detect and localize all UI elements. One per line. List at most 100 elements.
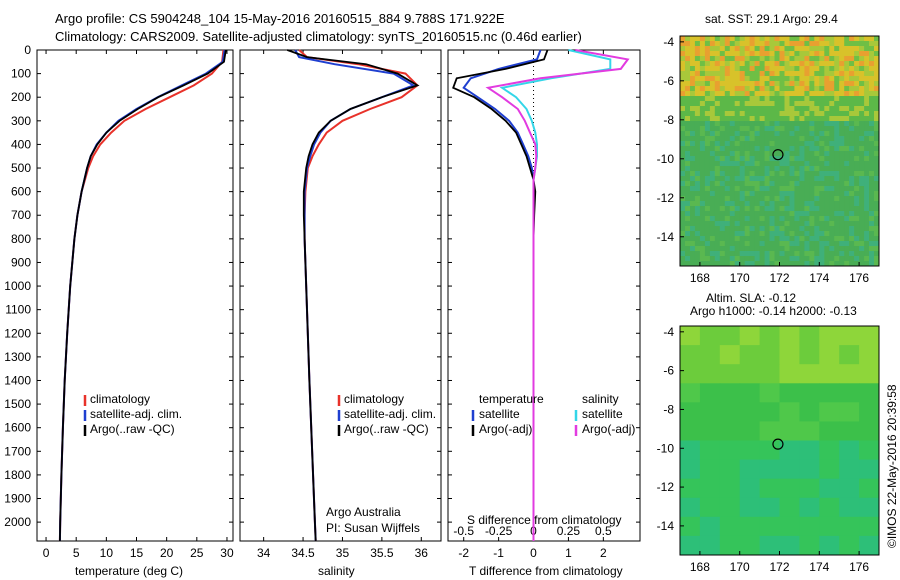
map-cell xyxy=(854,136,860,142)
map-cell xyxy=(719,61,726,67)
map-cell xyxy=(779,151,785,157)
legend-climatology-p2: climatology xyxy=(344,392,405,406)
map-cell xyxy=(844,86,850,92)
map-cell xyxy=(744,216,751,222)
map-cell xyxy=(859,141,865,147)
map-cell xyxy=(809,256,815,262)
map-cell xyxy=(685,186,691,192)
map-cell xyxy=(819,191,825,197)
figure-title-line-2: Climatology: CARS2009. Satellite-adjuste… xyxy=(55,29,582,44)
map-cell xyxy=(769,56,775,62)
map-cell xyxy=(779,364,800,384)
map-cell xyxy=(719,206,726,212)
map-cell xyxy=(814,221,820,227)
map-cell xyxy=(680,66,686,72)
map-cell xyxy=(749,196,756,202)
map-cell xyxy=(724,191,731,197)
legend-satellite-p2: satellite-adj. clim. xyxy=(344,407,437,421)
map-cell xyxy=(839,166,845,172)
map-cell xyxy=(764,96,771,102)
map-cell xyxy=(814,246,820,252)
map-cell xyxy=(829,171,835,177)
map-cell xyxy=(759,121,766,127)
map-cell xyxy=(719,261,726,267)
map-cell xyxy=(699,161,706,167)
map-cell xyxy=(849,156,855,162)
map-cell xyxy=(779,535,800,556)
map-cell xyxy=(799,51,805,57)
map-cell xyxy=(744,91,751,97)
map-cell xyxy=(869,236,875,242)
map-cell xyxy=(729,226,736,232)
map-cell xyxy=(774,196,780,202)
map-cell xyxy=(739,156,746,162)
map-cell xyxy=(729,106,736,112)
map-cell xyxy=(704,256,711,262)
map-cell xyxy=(834,41,840,47)
map-cell xyxy=(869,211,875,217)
map-cell xyxy=(774,251,780,257)
map-cell xyxy=(739,81,746,87)
map-cell xyxy=(739,421,761,441)
map-cell xyxy=(829,176,835,182)
map-cell xyxy=(854,96,860,102)
map-cell xyxy=(819,181,825,187)
map-cell xyxy=(839,402,860,422)
map-cell xyxy=(834,171,840,177)
map-cell xyxy=(829,56,835,62)
map-cell xyxy=(809,191,815,197)
map-cell xyxy=(824,111,830,117)
map-cell xyxy=(819,56,825,62)
map-cell xyxy=(799,326,820,346)
map-cell xyxy=(824,81,830,87)
map-cell xyxy=(859,535,880,556)
map-cell xyxy=(854,116,860,122)
map-cell xyxy=(859,402,880,422)
map-cell xyxy=(749,121,756,127)
map-cell xyxy=(869,181,875,187)
s-tick-label: 0.25 xyxy=(557,524,581,538)
map-cell xyxy=(814,136,820,142)
map-cell xyxy=(789,216,795,222)
map-cell xyxy=(729,41,736,47)
map-cell xyxy=(719,516,741,537)
map-cell xyxy=(869,171,875,177)
map-cell xyxy=(734,81,741,87)
map-cell xyxy=(804,201,810,207)
map-cell xyxy=(844,251,850,257)
map-cell xyxy=(754,216,761,222)
map-cell xyxy=(829,106,835,112)
map-cell xyxy=(690,56,696,62)
map-cell xyxy=(694,126,701,132)
map-cell xyxy=(749,231,756,237)
map-cell xyxy=(749,151,756,157)
map-cell xyxy=(744,191,751,197)
map-cell xyxy=(774,176,780,182)
map-cell xyxy=(694,221,701,227)
map-cell xyxy=(819,171,825,177)
map-cell xyxy=(779,56,785,62)
map-cell xyxy=(685,181,691,187)
x-tick-label: 30 xyxy=(220,546,234,560)
map-cell xyxy=(719,86,726,92)
map-cell xyxy=(814,146,820,152)
map-cell xyxy=(774,241,780,247)
map-cell xyxy=(704,226,711,232)
map-cell xyxy=(859,126,865,132)
map-cell xyxy=(764,146,771,152)
map-cell xyxy=(849,196,855,202)
map-cell xyxy=(759,383,780,403)
map-cell xyxy=(699,41,706,47)
map-cell xyxy=(814,231,820,237)
map-cell xyxy=(734,181,741,187)
legend-temperature-heading: temperature xyxy=(479,392,544,406)
sla-map-title-1: Altim. SLA: -0.12 xyxy=(706,291,797,305)
map-cell xyxy=(749,256,756,262)
map-cell xyxy=(839,46,845,52)
map-cell xyxy=(685,91,691,97)
map-cell xyxy=(809,81,815,87)
map-cell xyxy=(744,226,751,232)
map-cell xyxy=(739,478,761,499)
map-cell xyxy=(699,106,706,112)
map-cell xyxy=(864,146,870,152)
